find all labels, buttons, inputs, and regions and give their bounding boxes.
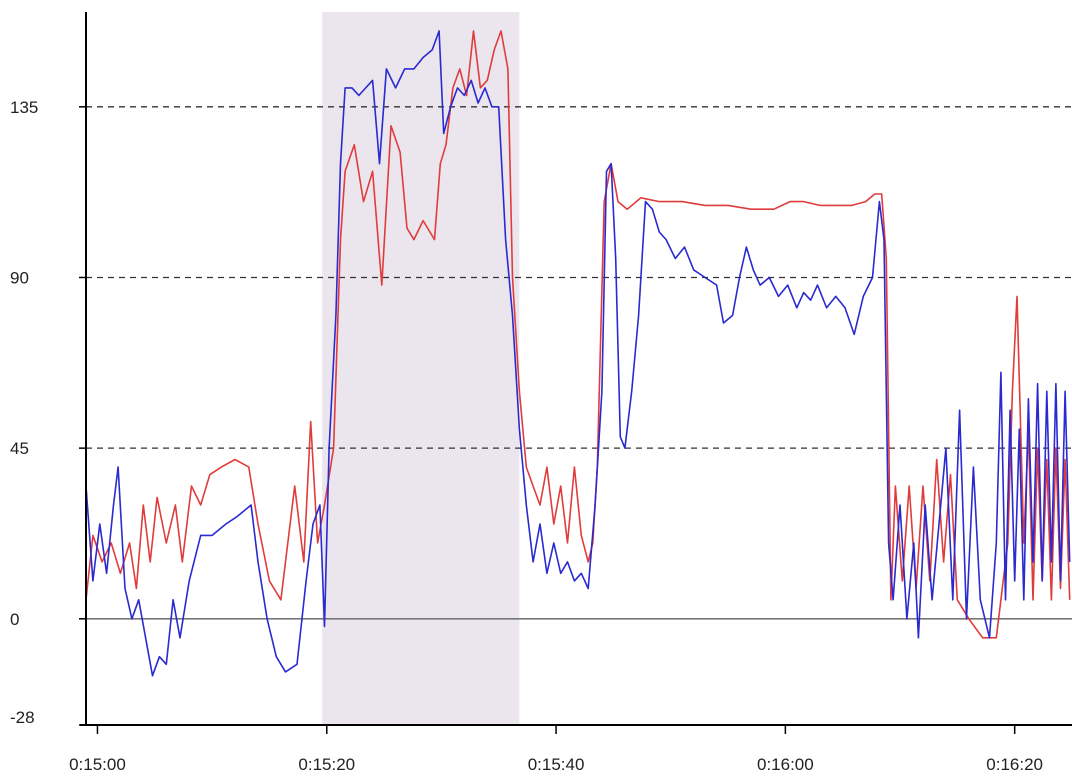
y-tick-label: 0	[10, 610, 19, 629]
series-line-2	[85, 30, 1071, 677]
tick-label-layer: -28 0 45 90 135 0:15:00 0:15:20 0:15:40 0:16:00 0…	[10, 98, 1043, 774]
y-tick-label: 45	[10, 439, 29, 458]
x-tick-label: 0:16:20	[986, 755, 1043, 774]
x-tick-label: 0:16:00	[757, 755, 814, 774]
x-tick-label: 0:15:00	[69, 755, 126, 774]
series-line-1	[85, 30, 1071, 639]
y-tick-label: 135	[10, 98, 38, 117]
x-tick-label: 0:15:40	[528, 755, 585, 774]
highlight-band	[322, 12, 520, 725]
x-tick-label: 0:15:20	[298, 755, 355, 774]
y-tick-label: 90	[10, 268, 29, 287]
series-layer	[85, 30, 1071, 677]
axis-layer	[79, 12, 1072, 734]
highlight-band-layer	[322, 12, 520, 725]
y-tick-label: -28	[10, 708, 35, 727]
